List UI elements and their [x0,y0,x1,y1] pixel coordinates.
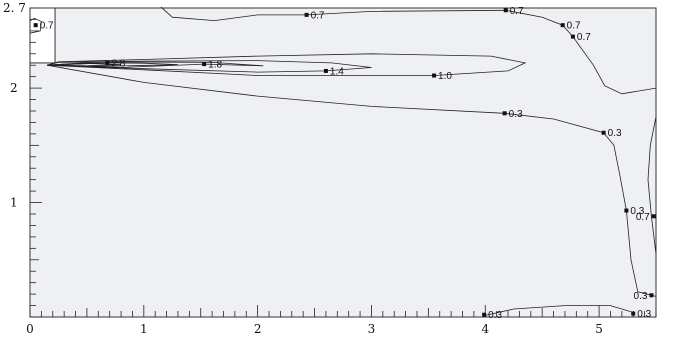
contour-line-1_8-8 [47,61,264,68]
inlet-notch [29,7,56,64]
contour-label-marker [482,312,487,317]
x-tick-label: 2 [254,322,262,336]
contour-label-marker [432,73,437,78]
contour-line-0_7-1 [160,6,506,22]
contour-line-0_7-3 [647,116,657,255]
contour-label: 0.3 [509,109,523,120]
contour-label: 0.7 [40,21,54,32]
contour-line-0_3-4 [47,64,657,297]
contour-label-marker [503,8,508,13]
contour-label-marker [649,293,654,298]
contour-label: 1.4 [330,66,344,77]
contour-label-marker [624,208,629,213]
contour-label-marker [33,23,38,28]
contour-label: 0.7 [577,32,591,43]
contour-label: 1.8 [208,60,222,71]
contour-label-marker [304,12,309,17]
contour-label: 2.8 [111,58,125,69]
contour-label: 0.7 [510,6,524,17]
contour-line-1_4-7 [47,60,372,73]
contour-label: 1.0 [438,71,452,82]
x-tick-label: 5 [595,322,603,336]
contour-line-0_7-2 [505,9,657,95]
contour-label-marker [323,68,328,73]
contour-line-2_8-11 [47,62,108,66]
contour-label-marker [570,34,575,39]
contour-label: 0.3 [488,310,502,321]
contour-label-marker [631,311,636,316]
contour-label-marker [560,23,565,28]
contour-label-marker [601,130,606,135]
contour-label: 0.3 [637,309,651,320]
axes: 0 1 2 3 4 5 1 2 2. 7 [3,1,657,336]
contour-label: 0.3 [630,206,644,217]
contour-labels: 0.72.8 1.81.4 1.00.7 0.70.70.70.30.30.30.70… [33,6,656,321]
y-tick-label: 2 [10,81,18,95]
x-tick-label: 0 [26,322,34,336]
x-tick-label: 4 [481,322,489,336]
contour-label: 0.3 [634,291,648,302]
contour-label-marker [202,62,207,67]
x-tick-label: 1 [140,322,148,336]
contour-line-2_2-9 [47,62,179,67]
x-tick-label: 3 [368,322,376,336]
contour-line-1-6 [46,53,527,76]
contour-label: 0.7 [311,10,325,21]
contour-label: 0.7 [636,212,650,223]
y-tick-label: 1 [10,196,18,210]
y-tick-label: 2. 7 [3,1,26,15]
contour-label: 0.7 [567,21,581,32]
contour-label-marker [502,111,507,116]
contour-label-marker [105,60,110,65]
contour-label: 0.3 [608,128,622,139]
contour-label-marker [651,214,656,219]
